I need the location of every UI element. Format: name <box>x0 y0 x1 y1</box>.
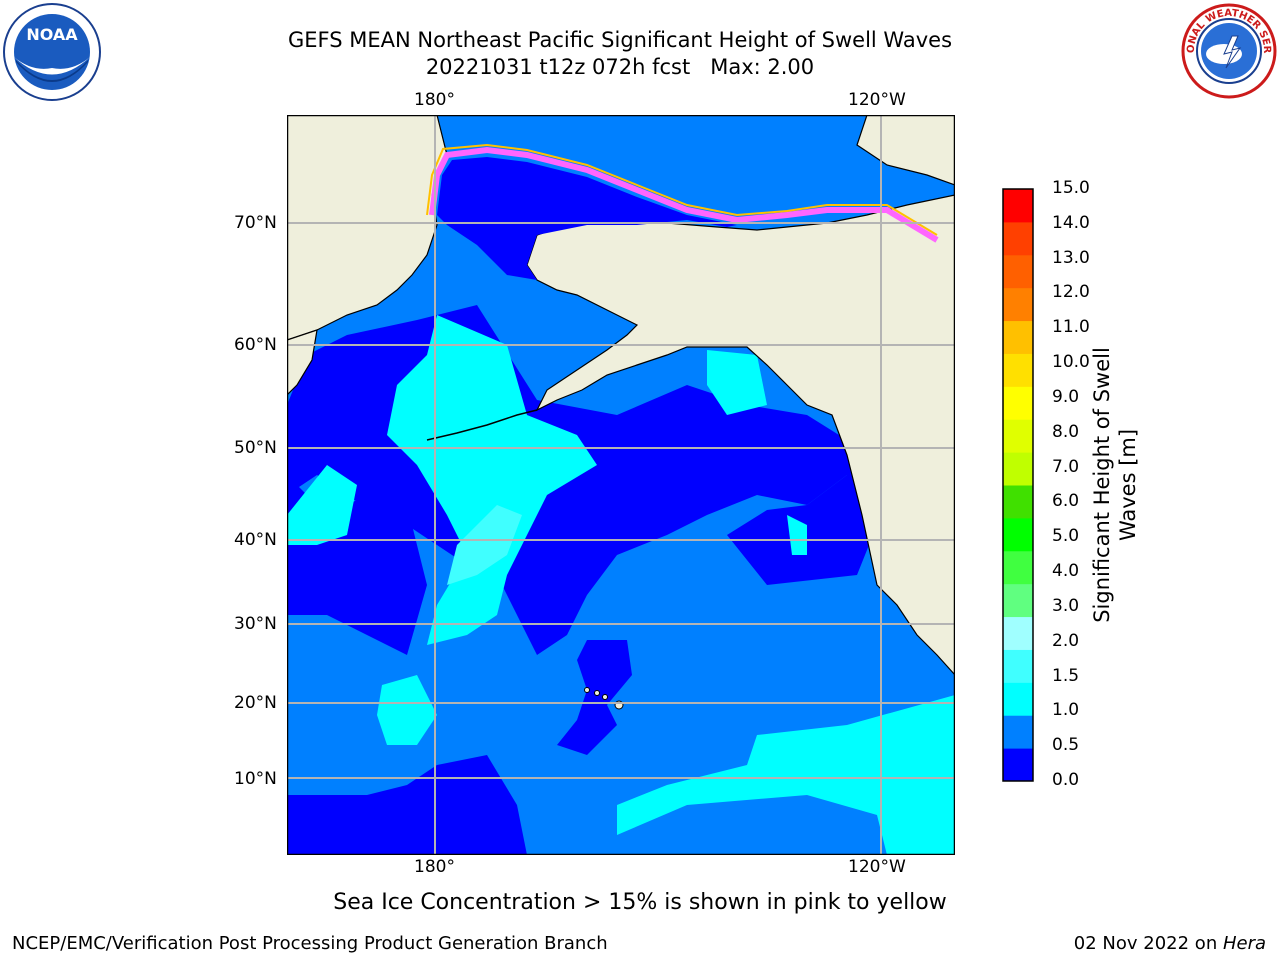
swell-band-low-hawaii <box>557 640 632 755</box>
footer-date: 02 Nov 2022 on <box>1073 933 1223 954</box>
colorbar-segment <box>1003 287 1033 322</box>
colorbar-label-line2: Waves [m] <box>1116 428 1140 542</box>
colorbar-tick-label: 9.0 <box>1052 386 1080 407</box>
lon-label-bottom-180: 180° <box>414 857 455 877</box>
colorbar-segment <box>1003 353 1033 387</box>
colorbar-tick-label: 1.0 <box>1052 700 1080 721</box>
colorbar-tick-label: 1.5 <box>1052 665 1080 686</box>
sea-ice-interior <box>437 157 737 280</box>
colorbar-segment <box>1003 649 1033 683</box>
colorbar-tick-label: 5.0 <box>1052 526 1080 547</box>
colorbar-segment <box>1003 320 1033 354</box>
footer-right: 02 Nov 2022 on Hera <box>1074 933 1266 954</box>
land-aleutians <box>426 409 538 441</box>
noaa-logo: NOAA <box>2 2 102 102</box>
swell-band-mid-subtrop <box>377 675 437 745</box>
nws-logo: NATIONAL WEATHER SERVICE <box>1176 0 1278 100</box>
colorbar-segment <box>1003 485 1033 519</box>
swell-band-low-south <box>287 755 527 855</box>
footer-host: Hera <box>1222 933 1266 954</box>
colorbar-tick-label: 11.0 <box>1052 317 1090 338</box>
colorbar-segment <box>1003 550 1033 585</box>
swell-band-mid-central <box>387 315 597 645</box>
graticule <box>287 115 955 855</box>
sea-ice-note: Sea Ice Concentration > 15% is shown in … <box>333 890 947 915</box>
colorbar-label-line1: Significant Height of Swell <box>1090 347 1114 623</box>
colorbar-segment <box>1003 583 1033 618</box>
sea-ice-fringe <box>426 143 938 236</box>
swell-band-mid-ca <box>787 515 807 555</box>
colorbar-tick-label: 13.0 <box>1052 247 1090 268</box>
swell-band-mid-gulf <box>707 350 767 415</box>
colorbar-tick-label: 3.0 <box>1052 595 1080 616</box>
colorbar-tick-label: 10.0 <box>1052 352 1090 373</box>
lat-label-40n: 40°N <box>234 530 277 550</box>
footer-left: NCEP/EMC/Verification Post Processing Pr… <box>12 933 608 954</box>
colorbar-tick-label: 8.0 <box>1052 421 1080 442</box>
colorbar-tick-label: 14.0 <box>1052 212 1090 233</box>
map-frame <box>287 115 955 855</box>
land-north-america <box>526 115 955 676</box>
colorbar-segment <box>1003 748 1033 782</box>
lon-label-top-120w: 120°W <box>848 90 906 110</box>
svg-text:NOAA: NOAA <box>26 25 78 44</box>
lat-label-20n: 20°N <box>234 693 277 713</box>
colorbar-segment <box>1003 715 1033 749</box>
lon-label-top-180: 180° <box>414 90 455 110</box>
lat-label-10n: 10°N <box>234 769 277 789</box>
swell-band-mid-southeast <box>617 695 955 855</box>
lat-label-50n: 50°N <box>234 438 277 458</box>
colorbar-segment <box>1003 517 1033 552</box>
lat-label-60n: 60°N <box>234 335 277 355</box>
colorbar-tick-label: 7.0 <box>1052 456 1080 477</box>
land-kamchatka <box>287 329 318 396</box>
swell-band-mid-west <box>287 465 357 545</box>
colorbar-segment <box>1003 616 1033 650</box>
sea-ice-edge <box>429 146 939 243</box>
colorbar-segment <box>1003 682 1033 716</box>
lat-label-30n: 30°N <box>234 614 277 634</box>
colorbar <box>1002 188 1034 782</box>
colorbar-segment <box>1003 419 1033 453</box>
colorbar-frame <box>1002 188 1034 782</box>
colorbar-segment <box>1003 221 1033 256</box>
colorbar-segment <box>1003 386 1033 420</box>
colorbar-tick-label: 4.0 <box>1052 561 1080 582</box>
colorbar-tick-label: 0.0 <box>1052 770 1080 790</box>
colorbar-segment <box>1003 189 1033 223</box>
map-title-line1: GEFS MEAN Northeast Pacific Significant … <box>287 28 953 52</box>
colorbar-tick-label: 15.0 <box>1052 178 1090 198</box>
colorbar-segment <box>1003 452 1033 486</box>
lat-label-70n: 70°N <box>234 213 277 233</box>
swell-band-low-ca-coast <box>727 445 887 585</box>
colorbar-segment <box>1003 254 1033 289</box>
swell-height-map <box>287 115 955 855</box>
colorbar-tick-label: 12.0 <box>1052 282 1090 303</box>
lon-label-bottom-120w: 120°W <box>848 857 906 877</box>
map-title-line2: 20221031 t12z 072h fcst Max: 2.00 <box>425 55 815 79</box>
swell-band-peak <box>447 505 522 585</box>
colorbar-tick-label: 6.0 <box>1052 491 1080 512</box>
colorbar-tick-label: 0.5 <box>1052 735 1080 756</box>
colorbar-tick-label: 2.0 <box>1052 630 1080 651</box>
